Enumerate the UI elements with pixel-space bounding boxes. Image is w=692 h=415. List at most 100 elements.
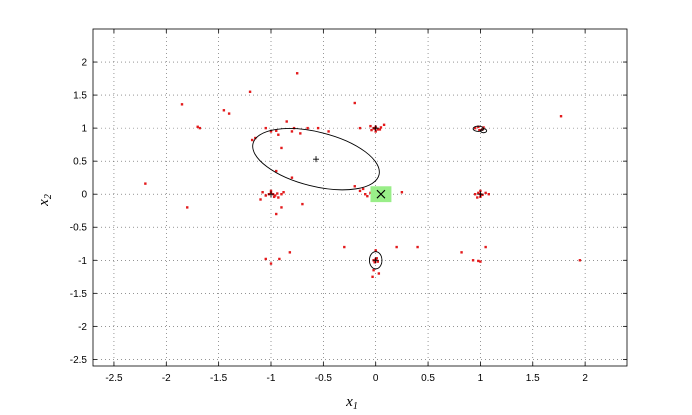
data-point xyxy=(227,112,231,115)
x-axis-label-main: x xyxy=(345,394,353,410)
x-tick-label: 0.5 xyxy=(421,373,435,384)
data-point xyxy=(196,125,199,128)
covariance-ellipse xyxy=(368,251,383,270)
mean-plus-marker xyxy=(372,125,379,132)
y-axis-label-sub: 2 xyxy=(43,194,54,199)
data-point xyxy=(372,268,375,272)
data-point xyxy=(382,123,386,127)
data-point xyxy=(275,129,278,132)
data-point xyxy=(358,189,362,193)
data-point xyxy=(374,130,377,133)
data-point xyxy=(343,245,346,249)
data-point xyxy=(275,169,278,173)
data-point xyxy=(376,128,379,131)
covariance-ellipse xyxy=(479,128,488,134)
data-point xyxy=(358,126,362,130)
data-point xyxy=(198,126,201,130)
y-tick-label: 0 xyxy=(81,190,87,201)
x-tick-label: -1 xyxy=(267,373,276,384)
data-point xyxy=(280,192,283,196)
data-point xyxy=(364,192,367,196)
data-point xyxy=(316,126,320,130)
data-point xyxy=(264,257,267,261)
y-tick-label: -2 xyxy=(78,322,87,333)
data-point xyxy=(376,260,379,263)
data-point xyxy=(479,260,482,263)
x-cross-marker xyxy=(376,189,386,199)
data-point xyxy=(481,128,484,131)
data-point xyxy=(290,176,294,179)
data-point xyxy=(476,196,479,199)
data-point xyxy=(379,126,383,129)
data-point xyxy=(481,193,484,197)
data-point xyxy=(478,128,481,132)
y-tick-label: -1 xyxy=(78,256,87,267)
data-point xyxy=(366,194,369,198)
data-point xyxy=(250,138,254,142)
data-point xyxy=(477,259,480,263)
data-point xyxy=(377,272,381,275)
data-points xyxy=(144,72,582,278)
x-tick-label: -2 xyxy=(162,373,171,384)
markers xyxy=(268,125,484,264)
data-point xyxy=(373,127,376,130)
data-point xyxy=(559,115,563,118)
covariance-ellipse xyxy=(252,128,380,191)
data-point xyxy=(254,136,257,140)
x-tick-label: 1.5 xyxy=(526,373,540,384)
data-point xyxy=(484,191,487,195)
y-tick-label: -0.5 xyxy=(70,223,88,234)
data-point xyxy=(578,259,582,262)
data-point xyxy=(261,191,264,194)
data-point xyxy=(479,189,482,193)
data-point xyxy=(353,185,356,188)
y-tick-label: -1.5 xyxy=(70,289,88,300)
y-axis-label: x2 xyxy=(36,194,54,207)
y-tick-label: 1.5 xyxy=(73,91,87,102)
data-point xyxy=(473,192,477,196)
tick-labels: -2.5 -2 -1.5 -1 -0.5 0 0.5 1 1.5 2 -2.5 -2 -1.5 -1 -0.… xyxy=(70,58,589,384)
data-point xyxy=(277,196,280,199)
data-point xyxy=(370,128,373,132)
data-point xyxy=(290,130,294,133)
data-point xyxy=(371,275,374,278)
x-tick-label: -1.5 xyxy=(210,373,228,384)
data-point xyxy=(272,195,276,199)
data-point xyxy=(299,132,302,135)
data-point xyxy=(477,191,480,195)
data-point xyxy=(248,90,252,93)
data-point xyxy=(374,249,377,252)
data-point xyxy=(278,257,281,261)
data-point xyxy=(484,245,487,249)
x-tick-label: 1 xyxy=(478,373,484,384)
y-tick-label: 2 xyxy=(81,58,87,69)
data-point xyxy=(477,125,480,128)
plot-frame xyxy=(92,28,628,367)
data-point xyxy=(276,192,279,195)
x-axis-label: x1 xyxy=(345,394,358,412)
data-point xyxy=(259,198,262,201)
data-point xyxy=(395,245,398,249)
x-axis-label-sub: 1 xyxy=(353,401,358,412)
mean-plus-marker xyxy=(268,191,274,198)
data-point xyxy=(277,133,280,136)
data-point xyxy=(460,251,463,254)
data-point xyxy=(369,124,372,128)
y-tick-label: 0.5 xyxy=(73,157,87,168)
ellipses xyxy=(252,125,488,270)
data-point xyxy=(373,261,376,264)
mean-plus-marker xyxy=(372,257,379,264)
data-point xyxy=(487,192,490,196)
data-point xyxy=(186,206,189,209)
data-point xyxy=(288,251,292,254)
data-point xyxy=(280,146,283,150)
data-point xyxy=(264,194,267,197)
data-point xyxy=(327,130,330,133)
data-point xyxy=(416,245,419,249)
data-point xyxy=(295,72,299,75)
data-point xyxy=(264,126,267,130)
data-point xyxy=(473,126,477,130)
data-point xyxy=(222,109,226,112)
mean-plus-marker xyxy=(477,191,484,198)
